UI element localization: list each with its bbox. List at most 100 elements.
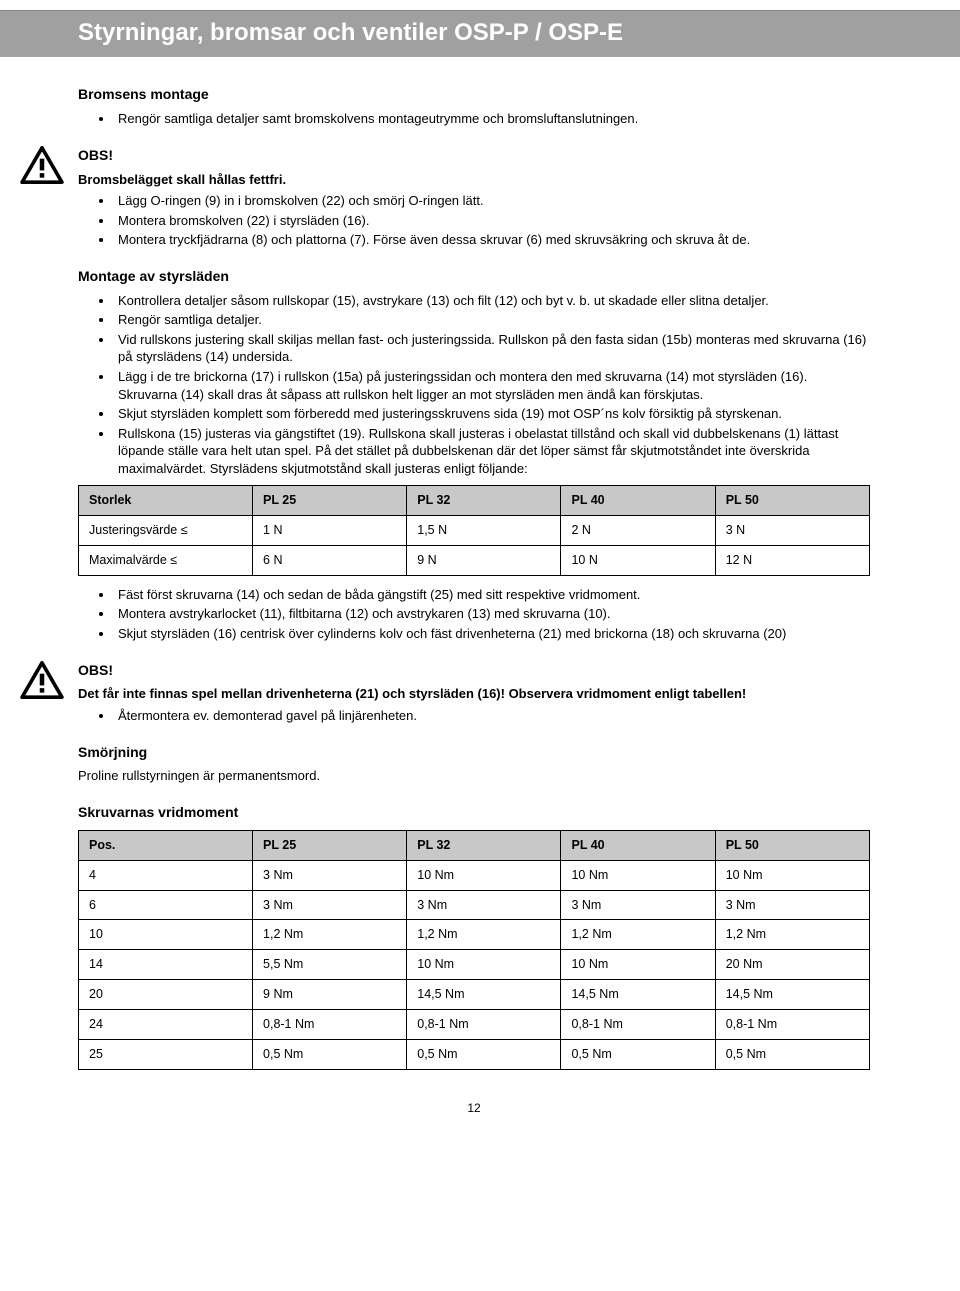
page-number: 12 <box>78 1100 870 1116</box>
list-item: Kontrollera detaljer såsom rullskopar (1… <box>114 292 870 310</box>
table-cell: 1,2 Nm <box>715 920 869 950</box>
table-cell: 10 <box>79 920 253 950</box>
table-justering: StorlekPL 25PL 32PL 40PL 50Justeringsvär… <box>78 485 870 576</box>
table-row: Justeringsvärde ≤1 N1,5 N2 N3 N <box>79 516 870 546</box>
table-cell: 9 Nm <box>253 980 407 1010</box>
table-cell: 2 N <box>561 516 715 546</box>
table-row: Maximalvärde ≤6 N9 N10 N12 N <box>79 546 870 576</box>
table-row: 240,8-1 Nm0,8-1 Nm0,8-1 Nm0,8-1 Nm <box>79 1010 870 1040</box>
warning-icon <box>20 661 64 699</box>
table-cell: 5,5 Nm <box>253 950 407 980</box>
table-cell: 3 Nm <box>253 860 407 890</box>
table-cell: 0,8-1 Nm <box>715 1010 869 1040</box>
table-cell: 14,5 Nm <box>561 980 715 1010</box>
table-cell: 20 <box>79 980 253 1010</box>
table-cell: 1,5 N <box>407 516 561 546</box>
page-content: Bromsens montage Rengör samtliga detalje… <box>0 85 960 1116</box>
list-item: Fäst först skruvarna (14) och sedan de b… <box>114 586 870 604</box>
table-header-cell: PL 40 <box>561 830 715 860</box>
list-bromsens-montage: Rengör samtliga detaljer samt bromskolve… <box>78 110 870 128</box>
table-cell: 0,5 Nm <box>253 1039 407 1069</box>
table-cell: 0,5 Nm <box>407 1039 561 1069</box>
smorjning-text: Proline rullstyrningen är permanentsmord… <box>78 767 870 785</box>
table-cell: 24 <box>79 1010 253 1040</box>
table-cell: 10 Nm <box>561 860 715 890</box>
table-row: 145,5 Nm10 Nm10 Nm20 Nm <box>79 950 870 980</box>
table-cell: 0,8-1 Nm <box>407 1010 561 1040</box>
list-item: Rengör samtliga detaljer samt bromskolve… <box>114 110 870 128</box>
table-cell: 3 Nm <box>561 890 715 920</box>
table-cell: 10 Nm <box>715 860 869 890</box>
obs2-bold: Det får inte finnas spel mellan drivenhe… <box>78 685 870 703</box>
table-cell: 6 N <box>253 546 407 576</box>
list-obs2: Återmontera ev. demonterad gavel på linj… <box>78 707 870 725</box>
section-vridmoment: Skruvarnas vridmoment <box>78 803 870 822</box>
table-cell: 3 Nm <box>715 890 869 920</box>
table-cell: 0,5 Nm <box>715 1039 869 1069</box>
table-cell: 1 N <box>253 516 407 546</box>
list-item: Lägg O-ringen (9) in i bromskolven (22) … <box>114 192 870 210</box>
table-cell: 20 Nm <box>715 950 869 980</box>
obs-block-2: OBS! Det får inte finnas spel mellan dri… <box>78 661 870 725</box>
list-item: Rengör samtliga detaljer. <box>114 311 870 329</box>
table-cell: 0,8-1 Nm <box>561 1010 715 1040</box>
obs1-title: OBS! <box>78 146 870 165</box>
table-cell: 3 Nm <box>253 890 407 920</box>
list-post-table: Fäst först skruvarna (14) och sedan de b… <box>78 586 870 643</box>
list-item: Skjut styrsläden komplett som förberedd … <box>114 405 870 423</box>
table-cell: 4 <box>79 860 253 890</box>
table-cell: 9 N <box>407 546 561 576</box>
list-item: Vid rullskons justering skall skiljas me… <box>114 331 870 366</box>
table-cell: 0,5 Nm <box>561 1039 715 1069</box>
table-cell: 1,2 Nm <box>253 920 407 950</box>
table-header-cell: Storlek <box>79 486 253 516</box>
table-header-cell: PL 25 <box>253 486 407 516</box>
table-cell: 14,5 Nm <box>407 980 561 1010</box>
table-header-cell: PL 40 <box>561 486 715 516</box>
table-header-cell: PL 32 <box>407 830 561 860</box>
section-bromsens-montage: Bromsens montage <box>78 85 870 104</box>
table-cell: 3 Nm <box>407 890 561 920</box>
table-cell: 1,2 Nm <box>407 920 561 950</box>
table-header-cell: PL 32 <box>407 486 561 516</box>
table-cell: 14,5 Nm <box>715 980 869 1010</box>
table-header-cell: PL 50 <box>715 486 869 516</box>
section-montage-styrsladen: Montage av styrsläden <box>78 267 870 286</box>
table-cell: Maximalvärde ≤ <box>79 546 253 576</box>
table-cell: 6 <box>79 890 253 920</box>
table-row: 101,2 Nm1,2 Nm1,2 Nm1,2 Nm <box>79 920 870 950</box>
table-cell: 14 <box>79 950 253 980</box>
page-title: Styrningar, bromsar och ventiler OSP-P /… <box>78 19 623 46</box>
table-cell: 10 Nm <box>407 860 561 890</box>
list-item: Lägg i de tre brickorna (17) i rullskon … <box>114 368 870 403</box>
list-item: Montera tryckfjädrarna (8) och plattorna… <box>114 231 870 249</box>
table-header-cell: PL 50 <box>715 830 869 860</box>
list-item: Återmontera ev. demonterad gavel på linj… <box>114 707 870 725</box>
obs1-bold: Bromsbelägget skall hållas fettfri. <box>78 171 870 189</box>
table-row: 250,5 Nm0,5 Nm0,5 Nm0,5 Nm <box>79 1039 870 1069</box>
table-cell: 10 N <box>561 546 715 576</box>
table-header-cell: PL 25 <box>253 830 407 860</box>
table-cell: 25 <box>79 1039 253 1069</box>
table-cell: 10 Nm <box>561 950 715 980</box>
table-row: 43 Nm10 Nm10 Nm10 Nm <box>79 860 870 890</box>
list-item: Skjut styrsläden (16) centrisk över cyli… <box>114 625 870 643</box>
table-row: 209 Nm14,5 Nm14,5 Nm14,5 Nm <box>79 980 870 1010</box>
table-vridmoment: Pos.PL 25PL 32PL 40PL 5043 Nm10 Nm10 Nm1… <box>78 830 870 1070</box>
table-cell: 1,2 Nm <box>561 920 715 950</box>
table-cell: 0,8-1 Nm <box>253 1010 407 1040</box>
table-row: 63 Nm3 Nm3 Nm3 Nm <box>79 890 870 920</box>
list-montage-styrsladen: Kontrollera detaljer såsom rullskopar (1… <box>78 292 870 477</box>
table-header-cell: Pos. <box>79 830 253 860</box>
page-header-bar: Styrningar, bromsar och ventiler OSP-P /… <box>0 10 960 57</box>
table-cell: 12 N <box>715 546 869 576</box>
obs-block-1: OBS! Bromsbelägget skall hållas fettfri.… <box>78 146 870 249</box>
table-cell: 10 Nm <box>407 950 561 980</box>
list-item: Rullskona (15) justeras via gängstiftet … <box>114 425 870 478</box>
section-smorjning: Smörjning <box>78 743 870 762</box>
obs2-title: OBS! <box>78 661 870 680</box>
table-cell: Justeringsvärde ≤ <box>79 516 253 546</box>
table-cell: 3 N <box>715 516 869 546</box>
list-item: Montera bromskolven (22) i styrsläden (1… <box>114 212 870 230</box>
list-obs1: Lägg O-ringen (9) in i bromskolven (22) … <box>78 192 870 249</box>
